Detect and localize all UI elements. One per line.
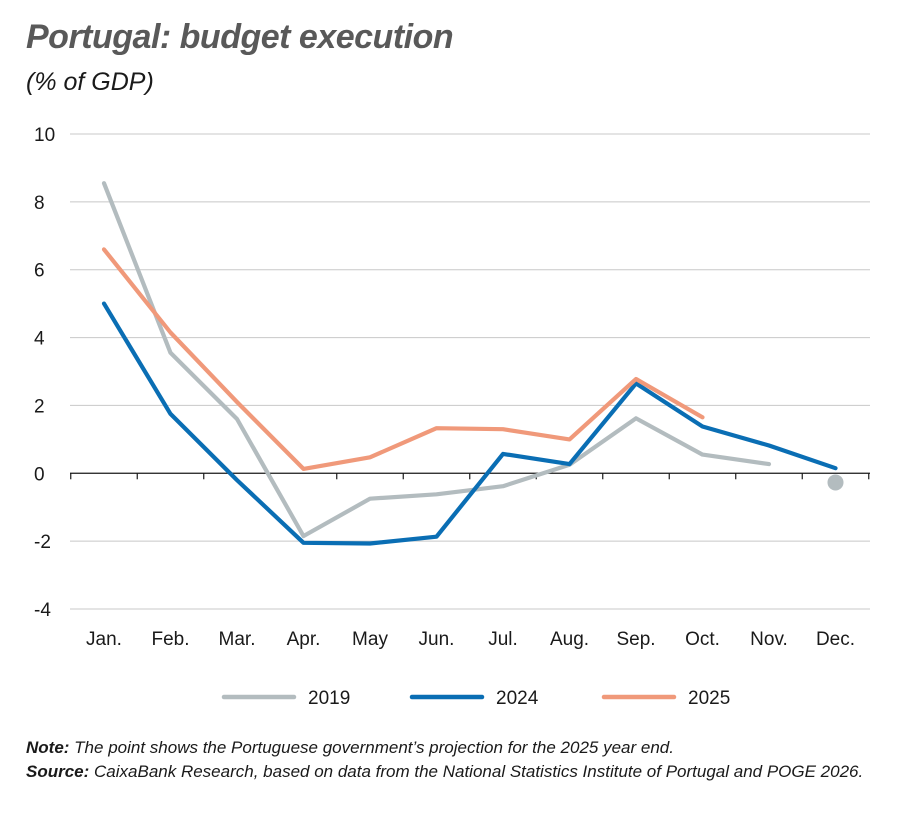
x-tick-label: Jan. <box>86 629 122 650</box>
y-tick-label: -4 <box>34 600 51 621</box>
x-axis: Jan. Feb. Mar. Apr. May Jun. Jul. Aug. Sep. Oct. N… <box>70 472 870 650</box>
series-line-2019 <box>101 181 772 539</box>
x-tick-label: Dec. <box>816 629 855 650</box>
y-axis-ticks: -4 -2 0 2 4 6 8 10 <box>34 125 55 621</box>
y-tick-label: 8 <box>34 193 45 214</box>
series-line-2024 <box>101 301 838 546</box>
x-tick-label: Feb. <box>151 629 189 650</box>
y-tick-label: 10 <box>34 125 55 146</box>
y-tick-label: 0 <box>34 464 45 485</box>
y-tick-label: -2 <box>34 532 51 553</box>
legend-label-2024: 2024 <box>496 688 539 709</box>
line-chart: -4 -2 0 2 4 6 8 10 Jan. Feb. Mar. Apr. May Jun. Jul. A… <box>34 125 870 709</box>
series-line-2025 <box>101 247 705 471</box>
x-tick-label: Jul. <box>488 629 518 650</box>
x-tick-label: Apr. <box>287 629 321 650</box>
y-tick-label: 2 <box>34 396 45 417</box>
y-tick-label: 6 <box>34 261 45 282</box>
note-text: The point shows the Portuguese governmen… <box>69 738 674 757</box>
chart-subtitle: (% of GDP) <box>26 68 154 96</box>
source-text: CaixaBank Research, based on data from t… <box>89 762 864 781</box>
x-tick-label: Aug. <box>550 629 589 650</box>
legend: 2019 2024 2025 <box>221 688 730 709</box>
x-tick-label: Oct. <box>685 629 720 650</box>
x-tick-label: Sep. <box>616 629 655 650</box>
projection-point <box>827 474 844 491</box>
x-tick-label: Nov. <box>750 629 788 650</box>
gridlines <box>70 133 870 610</box>
footnotes: Note: The point shows the Portuguese gov… <box>26 736 886 784</box>
x-tick-label: May <box>352 629 388 650</box>
chart-title: Portugal: budget execution <box>26 18 454 56</box>
source-line: Source: CaixaBank Research, based on dat… <box>26 760 886 784</box>
legend-label-2019: 2019 <box>308 688 350 709</box>
series-lines <box>101 181 844 546</box>
source-label: Source: <box>26 762 90 781</box>
note-line: Note: The point shows the Portuguese gov… <box>26 736 886 760</box>
y-tick-label: 4 <box>34 329 45 350</box>
x-tick-label: Jun. <box>419 629 455 650</box>
note-label: Note: <box>26 738 70 757</box>
legend-label-2025: 2025 <box>688 688 730 709</box>
x-tick-label: Mar. <box>219 629 256 650</box>
